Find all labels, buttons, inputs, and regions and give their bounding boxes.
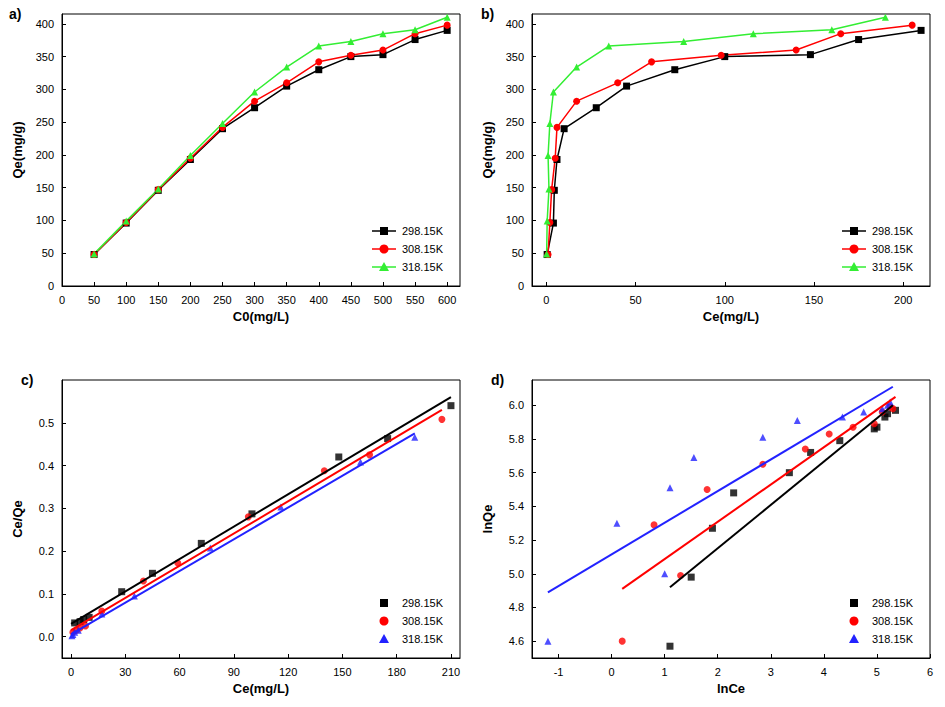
svg-text:4.8: 4.8	[509, 601, 524, 613]
svg-text:0: 0	[68, 666, 74, 678]
svg-text:0.0: 0.0	[39, 631, 54, 643]
svg-text:298.15K: 298.15K	[402, 597, 444, 609]
svg-text:c): c)	[21, 372, 33, 388]
svg-text:250: 250	[213, 294, 231, 306]
svg-text:150: 150	[805, 294, 823, 306]
svg-text:Ce(mg/L): Ce(mg/L)	[703, 309, 759, 324]
svg-text:318.15K: 318.15K	[402, 633, 444, 645]
svg-text:550: 550	[406, 294, 424, 306]
svg-text:5.6: 5.6	[509, 467, 524, 479]
svg-text:5.8: 5.8	[509, 433, 524, 445]
svg-text:298.15K: 298.15K	[872, 225, 914, 237]
svg-text:Ce(mg/L): Ce(mg/L)	[233, 681, 289, 696]
svg-text:210: 210	[442, 666, 460, 678]
svg-text:5.2: 5.2	[509, 534, 524, 546]
svg-text:6: 6	[927, 666, 933, 678]
svg-text:4.6: 4.6	[509, 635, 524, 647]
svg-text:400: 400	[36, 18, 54, 30]
svg-text:300: 300	[36, 83, 54, 95]
svg-text:2: 2	[715, 666, 721, 678]
svg-text:500: 500	[374, 294, 392, 306]
svg-text:0: 0	[59, 294, 65, 306]
svg-text:150: 150	[149, 294, 167, 306]
svg-text:Qe(mg/g): Qe(mg/g)	[480, 121, 495, 178]
svg-text:0: 0	[609, 666, 615, 678]
svg-text:300: 300	[506, 83, 524, 95]
svg-text:b): b)	[481, 6, 494, 22]
svg-text:350: 350	[277, 294, 295, 306]
svg-text:308.15K: 308.15K	[872, 615, 914, 627]
svg-text:0: 0	[518, 280, 524, 292]
svg-text:60: 60	[173, 666, 185, 678]
svg-text:0.1: 0.1	[39, 588, 54, 600]
svg-text:1: 1	[662, 666, 668, 678]
svg-text:600: 600	[438, 294, 456, 306]
svg-text:400: 400	[506, 18, 524, 30]
svg-text:50: 50	[88, 294, 100, 306]
svg-text:0: 0	[48, 280, 54, 292]
svg-text:0.3: 0.3	[39, 502, 54, 514]
svg-text:250: 250	[36, 116, 54, 128]
svg-text:318.15K: 318.15K	[402, 261, 444, 273]
svg-text:50: 50	[629, 294, 641, 306]
svg-text:50: 50	[42, 247, 54, 259]
svg-text:0.2: 0.2	[39, 545, 54, 557]
svg-text:100: 100	[117, 294, 135, 306]
svg-text:200: 200	[36, 149, 54, 161]
svg-text:318.15K: 318.15K	[872, 633, 914, 645]
svg-text:4: 4	[821, 666, 827, 678]
svg-text:150: 150	[36, 182, 54, 194]
svg-text:150: 150	[506, 182, 524, 194]
svg-text:50: 50	[512, 247, 524, 259]
svg-text:200: 200	[506, 149, 524, 161]
svg-text:200: 200	[894, 294, 912, 306]
svg-text:0.5: 0.5	[39, 417, 54, 429]
svg-text:100: 100	[506, 214, 524, 226]
svg-text:30: 30	[119, 666, 131, 678]
svg-text:400: 400	[310, 294, 328, 306]
svg-text:200: 200	[181, 294, 199, 306]
svg-text:5: 5	[874, 666, 880, 678]
svg-text:180: 180	[388, 666, 406, 678]
svg-text:Ce/Qe: Ce/Qe	[10, 500, 25, 538]
svg-text:-1: -1	[554, 666, 564, 678]
svg-text:308.15K: 308.15K	[872, 243, 914, 255]
svg-text:90: 90	[228, 666, 240, 678]
svg-text:350: 350	[506, 51, 524, 63]
svg-text:0: 0	[543, 294, 549, 306]
svg-text:C0(mg/L): C0(mg/L)	[233, 309, 289, 324]
svg-text:lnCe: lnCe	[717, 681, 745, 696]
svg-text:a): a)	[9, 6, 21, 22]
svg-text:100: 100	[36, 214, 54, 226]
svg-text:298.15K: 298.15K	[402, 225, 444, 237]
svg-text:6.0: 6.0	[509, 399, 524, 411]
svg-text:350: 350	[36, 51, 54, 63]
svg-text:308.15K: 308.15K	[402, 615, 444, 627]
svg-text:300: 300	[245, 294, 263, 306]
svg-text:318.15K: 318.15K	[872, 261, 914, 273]
svg-text:308.15K: 308.15K	[402, 243, 444, 255]
svg-text:150: 150	[333, 666, 351, 678]
svg-text:3: 3	[768, 666, 774, 678]
svg-text:298.15K: 298.15K	[872, 597, 914, 609]
svg-text:0.4: 0.4	[39, 460, 54, 472]
svg-text:d): d)	[491, 372, 504, 388]
svg-text:450: 450	[342, 294, 360, 306]
svg-text:5.0: 5.0	[509, 568, 524, 580]
svg-text:250: 250	[506, 116, 524, 128]
svg-text:lnQe: lnQe	[480, 505, 495, 534]
svg-text:5.4: 5.4	[509, 500, 524, 512]
svg-text:100: 100	[716, 294, 734, 306]
svg-text:120: 120	[279, 666, 297, 678]
svg-text:Qe(mg/g): Qe(mg/g)	[10, 121, 25, 178]
